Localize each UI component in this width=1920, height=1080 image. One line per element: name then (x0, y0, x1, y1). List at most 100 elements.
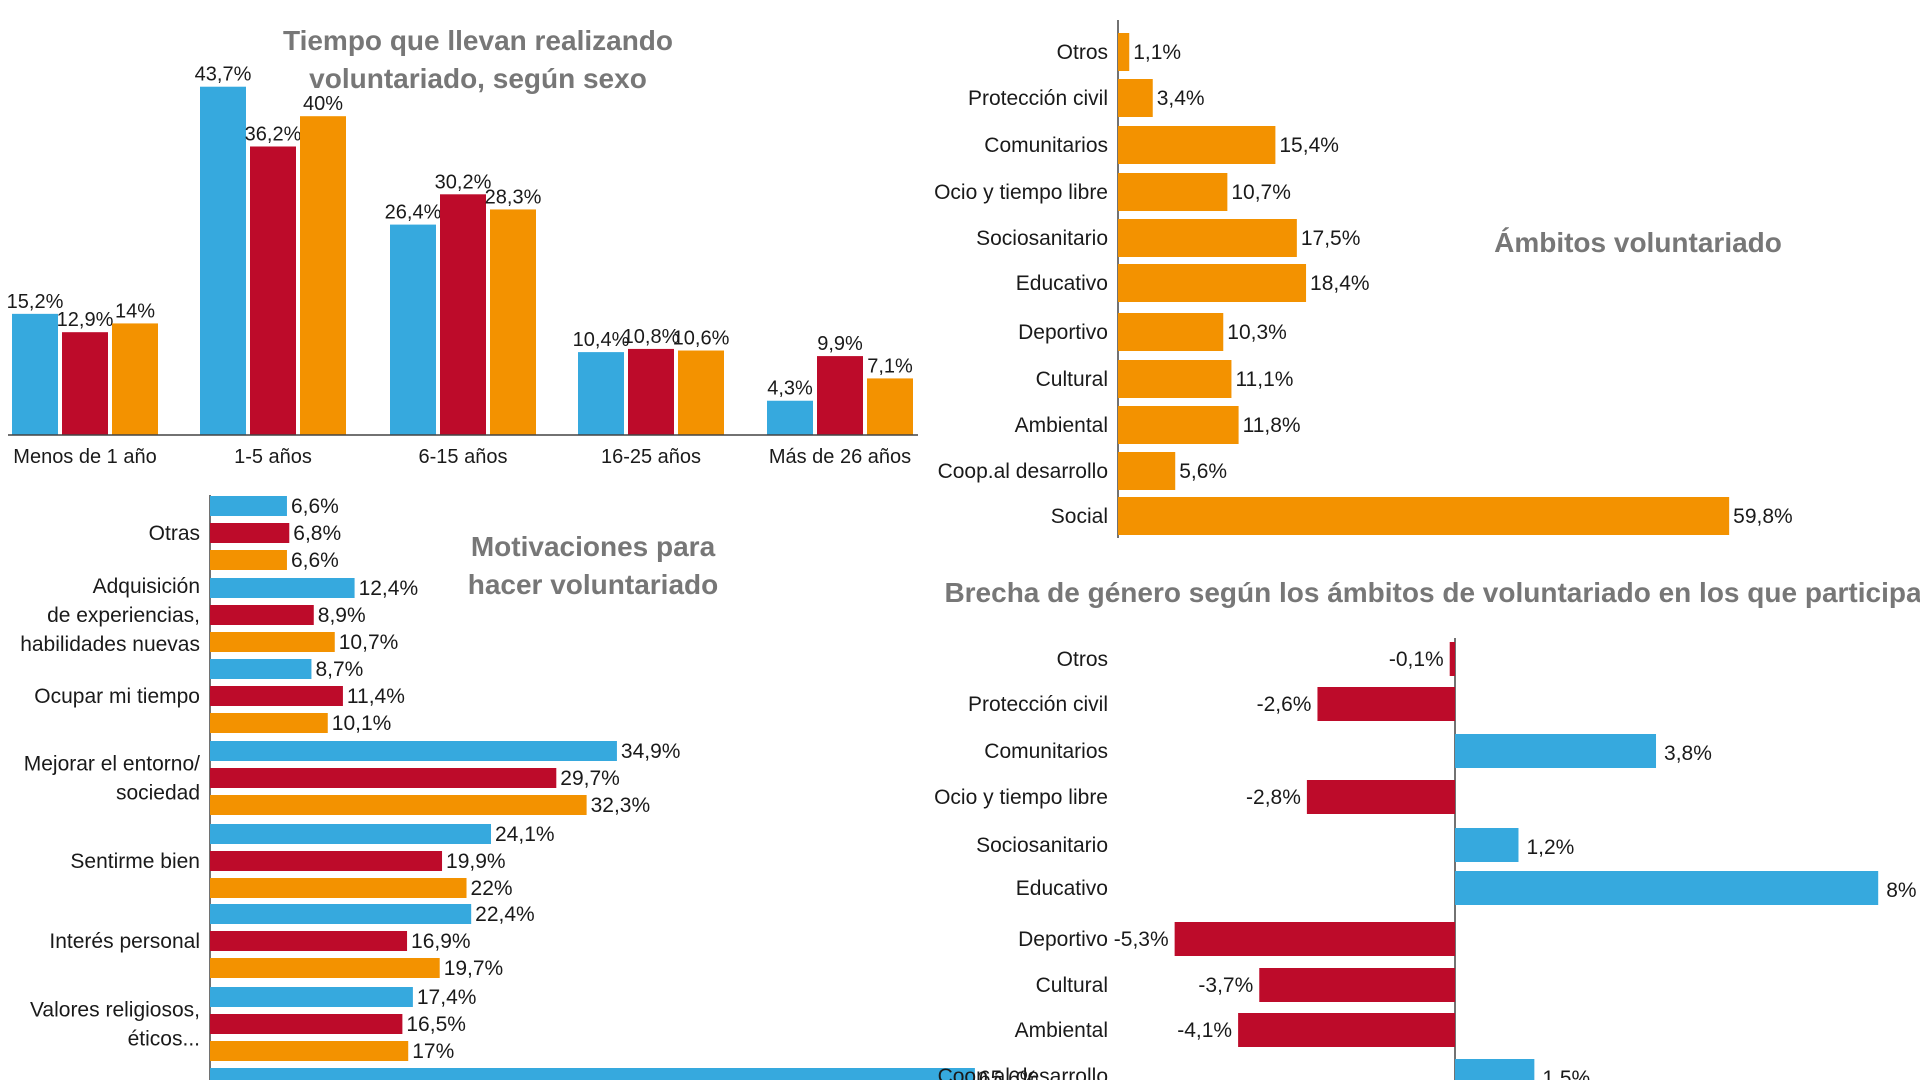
data-label: 11,8% (1243, 414, 1301, 437)
bar (1118, 79, 1153, 117)
data-label: 3,4% (1157, 87, 1205, 110)
category-label: 1-5 años (234, 446, 312, 468)
chart-title: Brecha de género según los ámbitos de vo… (944, 577, 1920, 608)
bar (1118, 264, 1307, 302)
category-label: Coop.al desarrollo (938, 1065, 1108, 1080)
data-label: 19,9% (446, 850, 506, 873)
category-label: Protección civil (968, 87, 1108, 110)
data-label: 16,9% (411, 930, 471, 953)
bar (210, 904, 472, 924)
bar (210, 1041, 409, 1061)
data-label: -5,3% (1114, 928, 1169, 951)
chart-title-line: voluntariado, según sexo (309, 63, 647, 94)
data-label: 10,7% (1231, 181, 1291, 204)
category-label: Otros (1057, 648, 1108, 671)
category-label: Sentirme bien (70, 850, 200, 873)
bar (210, 1014, 403, 1034)
bar (1306, 780, 1455, 814)
bar (1118, 360, 1232, 398)
data-label: -2,8% (1246, 786, 1301, 809)
data-label: 28,3% (485, 186, 542, 208)
chart-ambitos-voluntariado: Ámbitos voluntariado Otros 1,1% Protección … (934, 20, 1793, 538)
bar (867, 378, 913, 435)
category-label: Ocio y tiempo libre (934, 786, 1108, 809)
data-label: 17,4% (417, 986, 477, 1009)
bar (210, 958, 440, 978)
category-label: Interés personal (49, 930, 200, 953)
data-label: 9,9% (817, 333, 863, 355)
data-label: 11,1% (1235, 368, 1293, 391)
chart-motivaciones: Motivaciones para hacer voluntariado 6,6% 6… (20, 495, 1038, 1080)
bar (210, 550, 287, 570)
chart-title-line: Motivaciones para (471, 531, 716, 562)
bar (1118, 173, 1228, 211)
bar (678, 350, 724, 435)
data-label: 10,8% (623, 326, 680, 348)
data-label: 16,5% (406, 1013, 466, 1036)
bar (1118, 219, 1297, 257)
bar (210, 659, 312, 679)
bar (1238, 1013, 1455, 1047)
bar (817, 356, 863, 435)
data-label: 18,4% (1310, 272, 1370, 295)
bar (250, 146, 296, 435)
bar (62, 332, 108, 435)
data-label: 19,7% (444, 957, 504, 980)
bar (210, 713, 328, 733)
data-label: 10,6% (673, 328, 730, 350)
data-label: 11,4% (347, 685, 405, 708)
data-label: -4,1% (1177, 1019, 1232, 1042)
data-label: 10,7% (339, 631, 399, 654)
bar (1455, 734, 1657, 768)
category-label: de experiencias, (47, 604, 200, 627)
bar (210, 741, 617, 761)
category-label: Cultural (1036, 974, 1108, 997)
data-label: 36,2% (245, 123, 302, 145)
bar (210, 768, 557, 788)
bar (210, 795, 587, 815)
category-label: Ambiental (1015, 1019, 1108, 1042)
bar (210, 523, 290, 543)
data-label: 15,4% (1279, 134, 1339, 157)
category-label: Educativo (1016, 272, 1108, 295)
category-label: Ocupar mi tiempo (34, 685, 200, 708)
bar (1259, 968, 1455, 1002)
bar (210, 851, 443, 871)
data-label: 8% (1886, 879, 1916, 902)
data-label: 10,4% (573, 329, 630, 351)
data-label: 40% (303, 93, 343, 115)
bar (1118, 497, 1730, 535)
bar (1118, 126, 1276, 164)
bar (1317, 687, 1455, 721)
category-label: Comunitarios (984, 740, 1108, 763)
data-label: 4,3% (767, 378, 813, 400)
data-label: 22% (471, 877, 513, 900)
data-label: 12,9% (57, 309, 114, 331)
bar (490, 209, 536, 435)
category-label: Ambiental (1015, 414, 1108, 437)
category-label: Menos de 1 año (13, 446, 156, 468)
bar (300, 116, 346, 435)
bar (1118, 452, 1176, 490)
bar (12, 313, 58, 435)
bar (210, 1068, 975, 1080)
chart-brecha-genero: Brecha de género según los ámbitos de vo… (934, 577, 1920, 1080)
bar (578, 352, 624, 435)
chart-tiempo-voluntariado: Tiempo que llevan realizando voluntariado… (7, 25, 918, 468)
data-label: 8,7% (315, 658, 363, 681)
category-label: Ocio y tiempo libre (934, 181, 1108, 204)
chart-title-line: Tiempo que llevan realizando (283, 25, 673, 56)
bar (1455, 1059, 1535, 1080)
category-label: Educativo (1016, 877, 1108, 900)
category-label: Social (1051, 505, 1108, 528)
bar (440, 194, 486, 435)
data-label: -0,1% (1389, 648, 1444, 671)
chart-title: Ámbitos voluntariado (1494, 227, 1782, 258)
category-label: 16-25 años (601, 446, 701, 468)
category-label: habilidades nuevas (20, 633, 200, 656)
data-label: 3,8% (1664, 742, 1712, 765)
bar (210, 632, 335, 652)
data-label: 65,6% (979, 1067, 1039, 1080)
data-label: 15,2% (7, 291, 64, 313)
